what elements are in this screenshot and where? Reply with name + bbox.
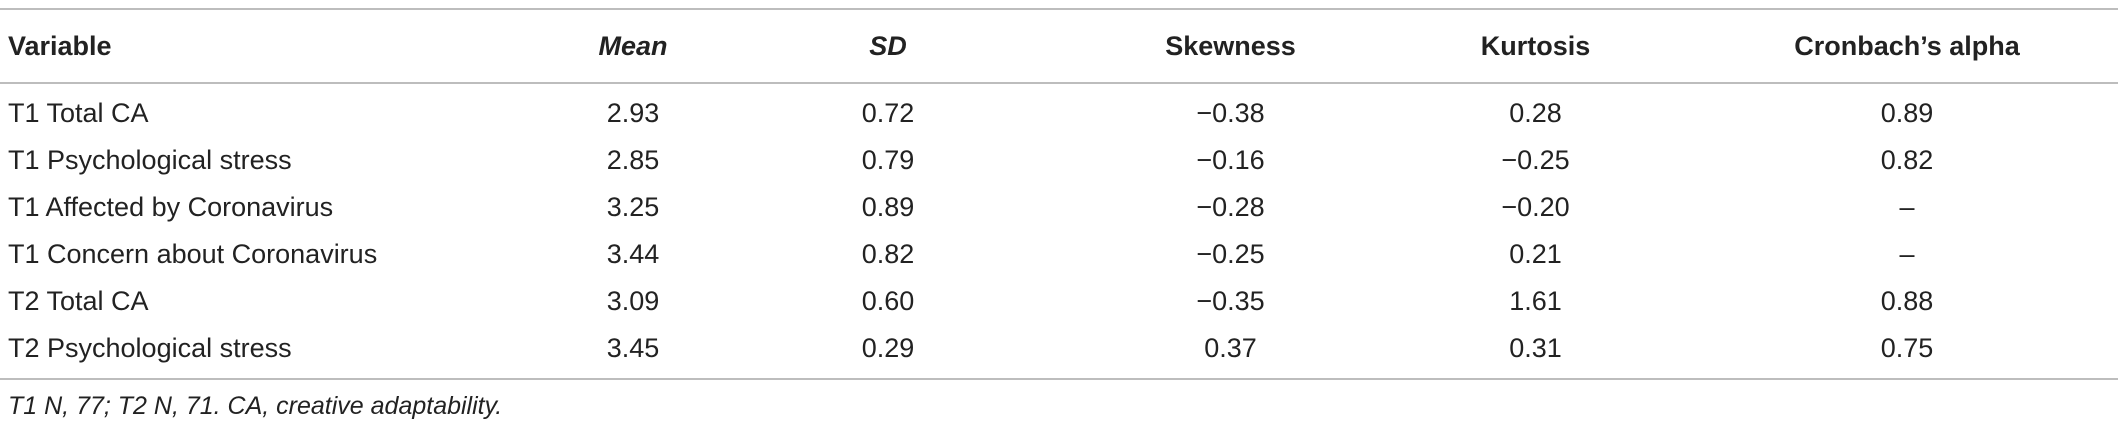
- cell-mean: 3.09: [606, 286, 660, 316]
- table-row: T2 Psychological stress 3.45 0.29 0.37 0…: [0, 325, 2118, 379]
- table-row: T1 Affected by Coronavirus 3.25 0.89 −0.…: [0, 184, 2118, 231]
- cell-mean: 2.85: [606, 145, 660, 175]
- cell-alpha: 0.75: [1880, 333, 1934, 363]
- cell-skewness: −0.28: [1196, 192, 1265, 222]
- cell-skewness: −0.16: [1196, 145, 1265, 175]
- cell-kurtosis: −0.25: [1501, 145, 1570, 175]
- cell-kurtosis: −0.20: [1501, 192, 1570, 222]
- cell-variable: T1 Concern about Coronavirus: [8, 239, 378, 269]
- cell-mean: 3.25: [606, 192, 660, 222]
- table-body: T1 Total CA 2.93 0.72 −0.38 0.28 0.89 T1…: [0, 83, 2118, 379]
- table-row: T1 Total CA 2.93 0.72 −0.38 0.28 0.89: [0, 83, 2118, 137]
- cell-variable: T1 Total CA: [8, 98, 149, 128]
- cell-sd: 0.60: [861, 286, 915, 316]
- header-row: Variable Mean SD Skewness Kurtosis Cronb…: [0, 9, 2118, 83]
- header-cronbach-alpha: Cronbach’s alpha: [1794, 30, 2020, 61]
- cell-sd: 0.89: [861, 192, 915, 222]
- cell-alpha: –: [1899, 239, 1915, 269]
- cell-kurtosis: 0.21: [1509, 239, 1562, 269]
- cell-kurtosis: 0.31: [1509, 333, 1562, 363]
- table-row: T1 Psychological stress 2.85 0.79 −0.16 …: [0, 137, 2118, 184]
- cell-variable: T1 Affected by Coronavirus: [8, 192, 334, 222]
- cell-alpha: –: [1899, 192, 1915, 222]
- cell-sd: 0.29: [861, 333, 915, 363]
- table-header: Variable Mean SD Skewness Kurtosis Cronb…: [0, 9, 2118, 83]
- cell-mean: 3.44: [606, 239, 660, 269]
- cell-skewness: −0.25: [1196, 239, 1265, 269]
- cell-variable: T2 Psychological stress: [8, 333, 292, 363]
- header-skewness: Skewness: [1165, 30, 1296, 61]
- cell-alpha: 0.82: [1880, 145, 1934, 175]
- cell-variable: T2 Total CA: [8, 286, 149, 316]
- cell-skewness: −0.38: [1196, 98, 1265, 128]
- descriptive-statistics-table: Variable Mean SD Skewness Kurtosis Cronb…: [0, 8, 2118, 380]
- table-row: T1 Concern about Coronavirus 3.44 0.82 −…: [0, 231, 2118, 278]
- cell-sd: 0.82: [861, 239, 915, 269]
- cell-skewness: −0.35: [1196, 286, 1265, 316]
- cell-kurtosis: 1.61: [1509, 286, 1562, 316]
- cell-mean: 2.93: [606, 98, 660, 128]
- cell-sd: 0.72: [861, 98, 915, 128]
- cell-skewness: 0.37: [1204, 333, 1257, 363]
- cell-sd: 0.79: [861, 145, 915, 175]
- cell-alpha: 0.89: [1880, 98, 1934, 128]
- header-variable: Variable: [8, 30, 112, 61]
- header-sd: SD: [869, 30, 907, 61]
- header-kurtosis: Kurtosis: [1480, 30, 1591, 61]
- cell-variable: T1 Psychological stress: [8, 145, 292, 175]
- cell-alpha: 0.88: [1880, 286, 1934, 316]
- cell-kurtosis: 0.28: [1509, 98, 1562, 128]
- table-row: T2 Total CA 3.09 0.60 −0.35 1.61 0.88: [0, 278, 2118, 325]
- table-footnote: T1 N, 77; T2 N, 71. CA, creative adaptab…: [8, 392, 503, 420]
- header-mean: Mean: [598, 30, 668, 61]
- cell-mean: 3.45: [606, 333, 660, 363]
